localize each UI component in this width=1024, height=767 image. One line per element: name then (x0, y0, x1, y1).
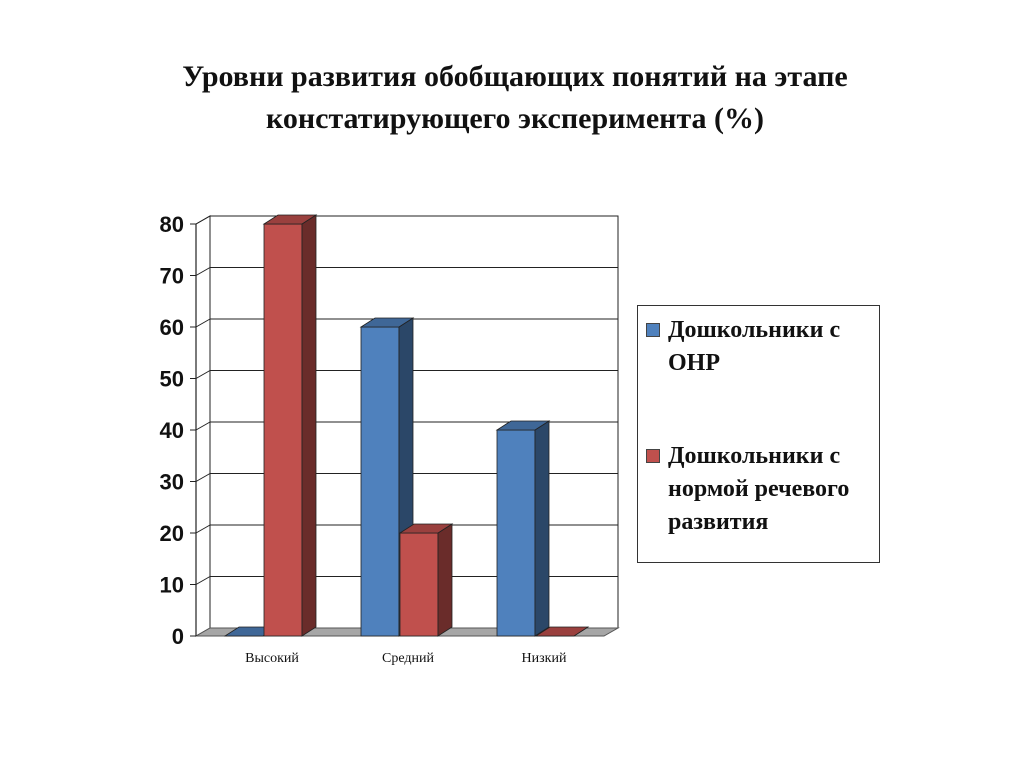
gridline-side (195, 370, 211, 379)
legend-label-series-1: Дошкольники с нормой речевого развития (668, 443, 850, 535)
legend-label-series-0: Дошкольники с ОНР (668, 317, 841, 376)
y-axis-ticks: 0 10 20 30 40 50 60 70 80 (160, 212, 197, 649)
bar-top (262, 214, 318, 225)
x-axis-ticks: Высокий Средний Низкий (245, 651, 567, 666)
bar-top (534, 626, 590, 637)
y-tick-label: 0 (172, 624, 184, 649)
y-tick-label: 50 (160, 367, 184, 392)
y-tick-label: 80 (160, 212, 184, 237)
bar-front (399, 532, 439, 637)
legend-swatch-series-0 (646, 323, 660, 337)
bar-top (495, 420, 551, 431)
bar-front (360, 326, 400, 637)
x-tick-label: Средний (382, 651, 434, 666)
x-tick-label: Низкий (522, 651, 567, 666)
y-tick-label: 30 (160, 470, 184, 495)
y-tick-label: 20 (160, 521, 184, 546)
x-tick-label: Высокий (245, 651, 299, 666)
bar-1-1 (398, 523, 454, 637)
gridline-side (195, 267, 211, 276)
y-tick-label: 60 (160, 315, 184, 340)
bar-top (359, 317, 415, 328)
bar-top (398, 523, 454, 534)
legend-swatch-series-1 (646, 449, 660, 463)
gridline-side (195, 318, 211, 328)
chart-title: Уровни развития обобщающих понятий на эт… (182, 60, 848, 135)
gridline-side (195, 215, 211, 225)
bar-front (496, 429, 536, 637)
bar-1-0 (262, 214, 318, 637)
bar-1-2 (534, 626, 590, 637)
gridline-side (195, 524, 211, 534)
chart-legend: Дошкольники с ОНР Дошкольники с нормой р… (637, 305, 880, 563)
chart-bars (223, 214, 590, 637)
gridline-side (195, 576, 211, 585)
y-tick-label: 10 (160, 573, 184, 598)
bar-side (301, 214, 317, 637)
y-tick-label: 40 (160, 418, 184, 443)
gridline-side (195, 421, 211, 431)
bar-side (534, 420, 550, 637)
bar-0-2 (495, 420, 551, 637)
gridline-side (195, 473, 211, 482)
bar-side (437, 523, 453, 637)
y-tick-label: 70 (160, 264, 184, 289)
bar-front (263, 223, 303, 637)
